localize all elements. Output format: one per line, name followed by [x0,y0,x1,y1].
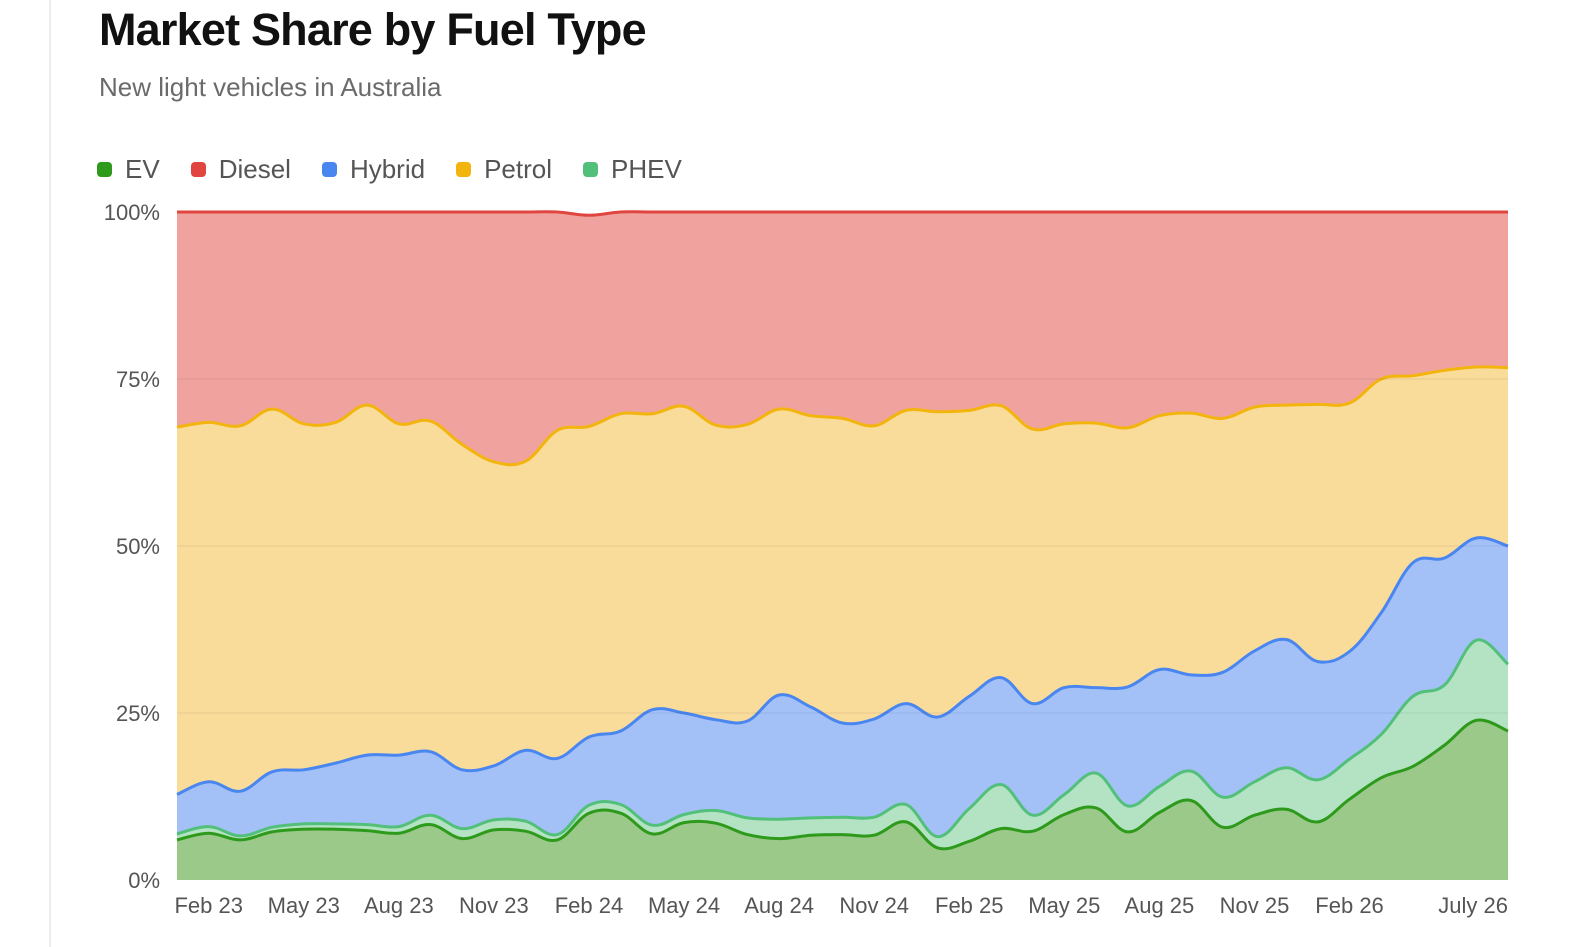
y-tick-label: 25% [116,701,160,726]
x-tick-label: Nov 25 [1220,893,1290,918]
x-tick-label: Feb 23 [174,893,243,918]
legend-swatch-diesel [190,162,206,177]
line-layer [176,210,1510,851]
x-tick-label: July 26 [1438,893,1508,918]
x-tick-label: Feb 24 [555,893,624,918]
legend-swatch-phev [583,162,598,177]
legend-swatch-petrol [456,162,472,177]
x-tick-label: Nov 24 [839,893,909,918]
legend-swatch-hybrid [321,162,337,177]
x-tick-label: Nov 23 [459,893,529,918]
area-diesel[interactable] [177,211,1508,465]
area-hybrid[interactable] [177,537,1508,837]
legend-item-ev[interactable]: EV [97,154,160,185]
x-tick-label: Aug 25 [1125,893,1195,918]
legend-swatch-ev [97,162,112,177]
x-tick-label: Aug 24 [744,893,814,918]
x-tick-label: Feb 25 [935,893,1004,918]
legend-label-ev: EV [125,154,160,184]
legend-label-diesel: Diesel [218,154,291,184]
line-phev [176,638,1510,839]
legend-item-diesel[interactable]: Diesel [190,154,291,185]
line-petrol [176,365,1509,467]
area-petrol[interactable] [177,366,1508,795]
x-axis-ticks: Feb 23 May 23 Aug 23 Nov 23 Feb 24 May 24 Aug … [174,893,1508,918]
line-hybrid [176,536,1509,796]
chart-title: Market Share by Fuel Type [99,4,647,55]
x-tick-label: May 24 [648,893,720,918]
x-tick-label: Feb 26 [1315,893,1384,918]
line-ev [176,718,1509,851]
x-tick-label: Aug 23 [364,893,434,918]
x-tick-label: May 23 [268,893,340,918]
area-layer [177,211,1508,880]
area-ev[interactable] [177,719,1508,880]
line-diesel [177,210,1508,217]
y-tick-label: 100% [104,200,160,225]
chart-legend: EV Diesel Hybrid Petrol PHEV [97,154,713,185]
y-tick-label: 75% [116,367,160,392]
left-divider [49,0,51,947]
y-tick-label: 50% [116,534,160,559]
chart-subtitle: New light vehicles in Australia [99,72,442,102]
legend-label-petrol: Petrol [484,154,552,184]
y-axis-ticks: 0% 25% 50% 75% 100% [104,200,160,893]
legend-item-phev[interactable]: PHEV [583,154,682,185]
legend-label-hybrid: Hybrid [349,154,426,184]
x-tick-label: May 25 [1028,893,1100,918]
legend-item-petrol[interactable]: Petrol [456,154,552,185]
legend-item-hybrid[interactable]: Hybrid [321,154,426,185]
y-tick-label: 0% [128,868,160,893]
area-phev[interactable] [177,639,1508,849]
legend-label-phev: PHEV [611,154,682,184]
